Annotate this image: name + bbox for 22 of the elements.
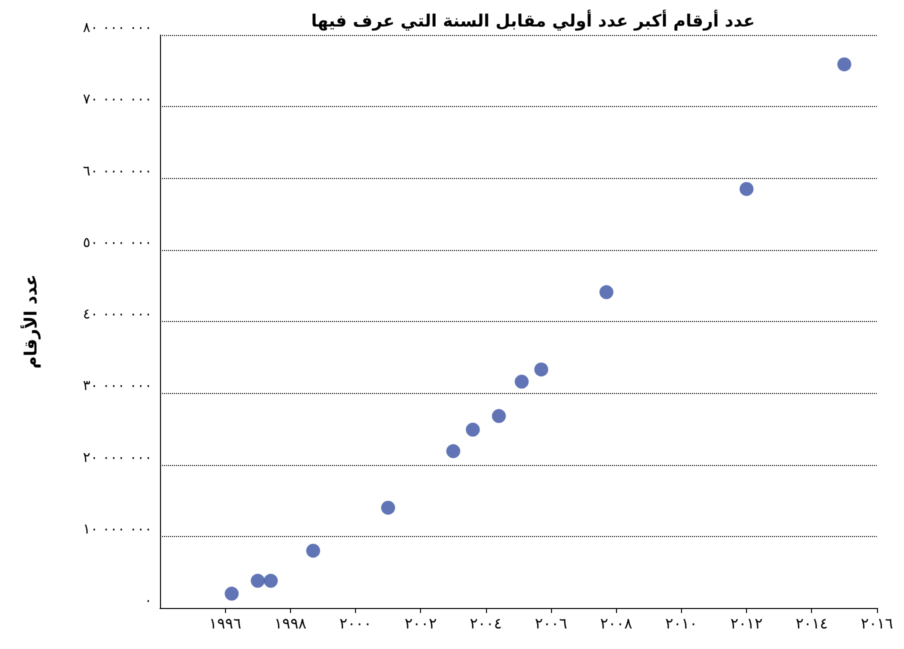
x-tick-label: ٢٠١٤	[796, 614, 828, 632]
y-tick-label: ١٠ ٠٠٠ ٠٠٠	[82, 521, 152, 538]
x-tick-label: ١٩٩٨	[274, 614, 306, 632]
x-tick-label: ٢٠١٦	[860, 614, 894, 632]
x-tick-label: ٢٠٠٤	[470, 614, 502, 632]
x-tick-label: ٢٠٠٢	[404, 614, 437, 632]
x-tick-label: ٢٠٠٠	[339, 614, 372, 632]
y-tick-label: ٦٠ ٠٠٠ ٠٠٠	[82, 163, 152, 180]
x-tick-label: ٢٠٠٦	[534, 614, 568, 632]
y-tick-label: ٧٠ ٠٠٠ ٠٠٠	[82, 92, 152, 108]
chart-title: عدد أرقام أكبر عدد أولي مقابل السنة التي عرف فيها	[311, 10, 755, 32]
y-tick-label: ٢٠ ٠٠٠ ٠٠٠	[82, 450, 152, 466]
y-tick-label: ٤٠ ٠٠٠ ٠٠٠	[82, 306, 152, 322]
x-tick-label: ١٩٩٦	[209, 614, 242, 632]
y-tick-label: ٥٠ ٠٠٠ ٠٠٠	[82, 234, 152, 251]
x-tick-label: ٢٠١٢	[730, 614, 763, 632]
y-tick-label: ٣٠ ٠٠٠ ٠٠٠	[82, 378, 152, 394]
y-axis-title: عدد الأرقام	[20, 274, 42, 369]
x-tick-label: ٢٠٠٨	[600, 614, 632, 632]
y-tick-label: ٠	[144, 593, 152, 609]
x-tick-label: ٢٠١٠	[665, 614, 698, 632]
y-tick-label: ٨٠ ٠٠٠ ٠٠٠	[82, 20, 152, 36]
